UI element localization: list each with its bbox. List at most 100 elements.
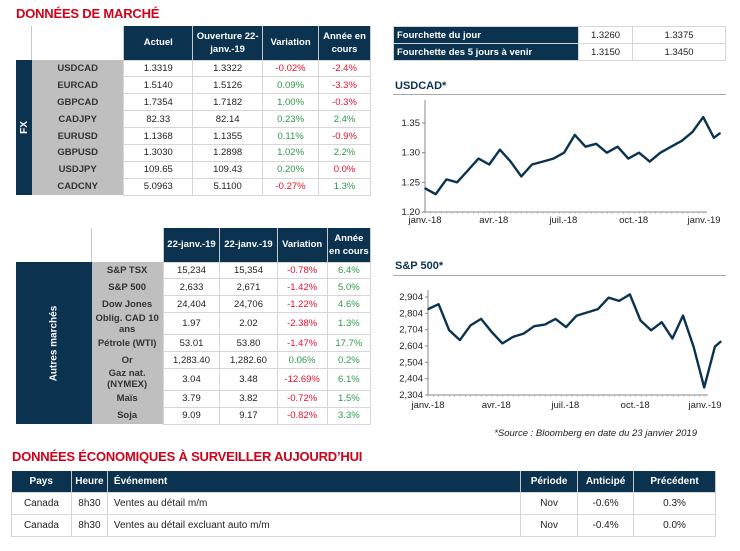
data-point xyxy=(682,314,684,317)
column-header: Variation xyxy=(277,228,328,262)
column-header: Variation xyxy=(262,26,320,60)
table-row: Soja 9.09 9.17 -0.82% 3.3% xyxy=(16,406,372,425)
row-label: Maïs xyxy=(91,390,164,408)
data-point xyxy=(480,318,482,320)
row-label: CADCNY xyxy=(31,178,124,196)
table-row: Oblig. CAD 10 ans 1.97 2.02 -2.38% 1.3% xyxy=(16,312,372,336)
column-header: Précédent xyxy=(633,471,716,492)
change-value: -1.47% xyxy=(276,334,328,353)
data-point xyxy=(670,145,672,148)
data-point xyxy=(531,163,533,166)
range-row: Fourchette du jour 1.3260 1.3375 xyxy=(393,26,726,44)
data-point xyxy=(606,151,608,154)
change-value: 0.23% xyxy=(262,110,320,129)
header-row: 22-janv.-19 22-janv.-19 Variation Année en … xyxy=(16,228,372,262)
range-label: Fourchette des 5 jours à venir xyxy=(393,43,579,61)
data-point xyxy=(490,331,493,333)
side-label: Autres marchés xyxy=(16,262,92,425)
open-value: 53.80 xyxy=(219,334,278,353)
data-point xyxy=(424,187,426,190)
event-country: Canada xyxy=(11,491,72,515)
data-point xyxy=(595,142,598,145)
x-tick-label: juil.-18 xyxy=(548,215,577,226)
event-row: Canada 8h30 Ventes au détail excluant auto… xyxy=(11,513,716,537)
table-row: Autres marchés S&P TSX 15,234 15,354 -0.78% 6… xyxy=(16,261,372,425)
current-value: 3.79 xyxy=(162,389,221,408)
y-tick-label: 2,304 xyxy=(399,390,423,401)
change-value: 0.06% xyxy=(276,351,328,369)
row-label: USDJPY xyxy=(31,161,124,179)
ytd-value: 2.2% xyxy=(318,143,371,162)
data-point xyxy=(574,134,576,136)
open-value: 24,706 xyxy=(219,295,278,314)
event-row: Canada 8h30 Ventes au détail m/m Nov -0.6% 0.… xyxy=(11,491,716,515)
data-point xyxy=(713,137,715,139)
column-header: Anticipé xyxy=(577,471,635,492)
y-tick-label: 2,604 xyxy=(399,341,423,352)
ytd-value: -3.3% xyxy=(318,76,371,95)
ytd-value: -0.3% xyxy=(318,93,371,112)
row-label: EURCAD xyxy=(31,76,124,94)
open-value: 2.02 xyxy=(219,312,278,336)
y-tick-label: 2,404 xyxy=(399,374,423,385)
market-data-title: DONNÉES DE MARCHÉ xyxy=(16,6,160,21)
data-point xyxy=(575,314,578,317)
table-row: USDJPY 109.65 109.43 0.20% 0.0% xyxy=(16,160,371,179)
sp500-chart: 2,304 2,404 2,504 2,604 2,704 2,804 2,904 janv.… xyxy=(399,290,722,411)
data-point xyxy=(692,345,695,348)
row-label: Pétrole (WTI) xyxy=(91,334,164,352)
range-high: 1.3375 xyxy=(632,26,726,44)
current-value: 1.7354 xyxy=(123,93,194,112)
data-point xyxy=(660,321,663,323)
ytd-value: 1.5% xyxy=(326,389,372,408)
data-point xyxy=(448,329,451,332)
current-value: 1.3030 xyxy=(123,143,194,162)
ytd-value: 1.3% xyxy=(326,312,372,336)
blank-header xyxy=(31,26,125,60)
row-label: Gaz nat. (NYMEX) xyxy=(91,368,164,391)
ytd-value: -0.9% xyxy=(318,127,371,145)
table-row: GBPUSD 1.3030 1.2898 1.02% 2.2% xyxy=(16,143,371,162)
x-tick-label: oct.-18 xyxy=(619,215,648,226)
row-label: Soja xyxy=(91,407,164,425)
row-label: S&P TSX xyxy=(91,262,164,279)
row-label: EURUSD xyxy=(31,127,124,145)
change-value: -0.27% xyxy=(262,177,320,196)
x-tick-label: janv.-19 xyxy=(686,215,720,226)
table-row: CADJPY 82.33 82.14 0.23% 2.4% xyxy=(16,110,371,129)
change-value: 0.09% xyxy=(262,76,320,95)
data-point xyxy=(607,296,610,299)
data-point xyxy=(552,157,555,160)
change-value: -0.78% xyxy=(276,261,328,280)
data-point xyxy=(467,169,469,172)
range-low: 1.3260 xyxy=(578,26,633,44)
table-row: Pétrole (WTI) 53.01 53.80 -1.47% 17.7% xyxy=(16,334,372,353)
change-value: 0.11% xyxy=(262,127,320,145)
column-header: Année en cours xyxy=(318,26,371,60)
x-tick-label: janv.-19 xyxy=(687,400,721,411)
y-tick-label: 2,904 xyxy=(399,292,423,303)
range-row: Fourchette des 5 jours à venir 1.3150 1.34… xyxy=(393,43,726,61)
open-value: 3.48 xyxy=(219,367,278,391)
fx-table: Actuel Ouverture 22-janv.-19 Variation Anné… xyxy=(16,26,371,196)
range-low: 1.3150 xyxy=(578,43,633,61)
y-tick-label: 1.30 xyxy=(402,148,421,159)
data-point xyxy=(434,193,437,195)
open-value: 2,671 xyxy=(219,278,278,297)
data-point xyxy=(618,300,621,302)
x-tick-label: avr.-18 xyxy=(479,215,508,226)
data-point xyxy=(691,131,694,133)
y-tick-label: 1.35 xyxy=(402,118,421,129)
data-point xyxy=(541,160,544,163)
change-value: 1.02% xyxy=(262,143,320,162)
table-row: Maïs 3.79 3.82 -0.72% 1.5% xyxy=(16,389,372,408)
series-line xyxy=(424,115,721,196)
ytd-value: 4.6% xyxy=(326,295,372,314)
header-row: Pays Heure Événement Période Anticipé Précéde… xyxy=(11,471,716,492)
change-value: -1.42% xyxy=(276,278,328,297)
column-header: Événement xyxy=(107,471,522,492)
column-header: Ouverture 22-janv.-19 xyxy=(192,26,264,60)
column-header: Pays xyxy=(11,471,72,492)
x-tick-label: janv.-18 xyxy=(410,400,444,411)
x-tick-label: janv.-18 xyxy=(407,215,441,226)
